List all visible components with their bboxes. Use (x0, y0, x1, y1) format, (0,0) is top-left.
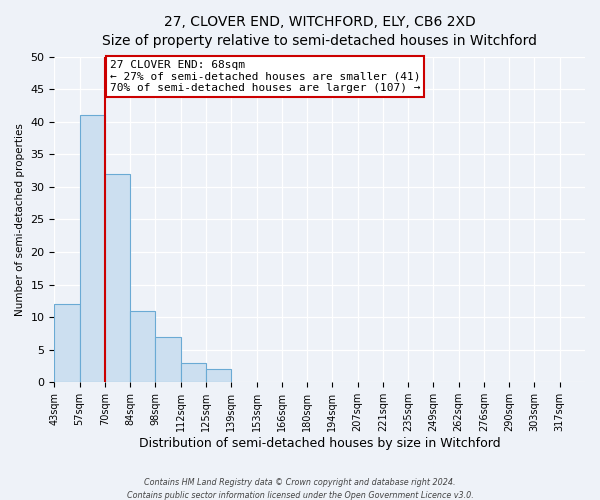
Bar (206, 370, 231, 382)
Bar (155, 336, 181, 382)
Y-axis label: Number of semi-detached properties: Number of semi-detached properties (15, 123, 25, 316)
Bar (130, 310, 155, 382)
Bar (105, 174, 130, 382)
Bar (55, 304, 80, 382)
Text: Contains HM Land Registry data © Crown copyright and database right 2024.
Contai: Contains HM Land Registry data © Crown c… (127, 478, 473, 500)
Bar (181, 363, 206, 382)
X-axis label: Distribution of semi-detached houses by size in Witchford: Distribution of semi-detached houses by … (139, 437, 500, 450)
Text: 27 CLOVER END: 68sqm
← 27% of semi-detached houses are smaller (41)
70% of semi-: 27 CLOVER END: 68sqm ← 27% of semi-detac… (110, 60, 421, 93)
Title: 27, CLOVER END, WITCHFORD, ELY, CB6 2XD
Size of property relative to semi-detach: 27, CLOVER END, WITCHFORD, ELY, CB6 2XD … (102, 15, 537, 48)
Bar (80, 115, 105, 382)
